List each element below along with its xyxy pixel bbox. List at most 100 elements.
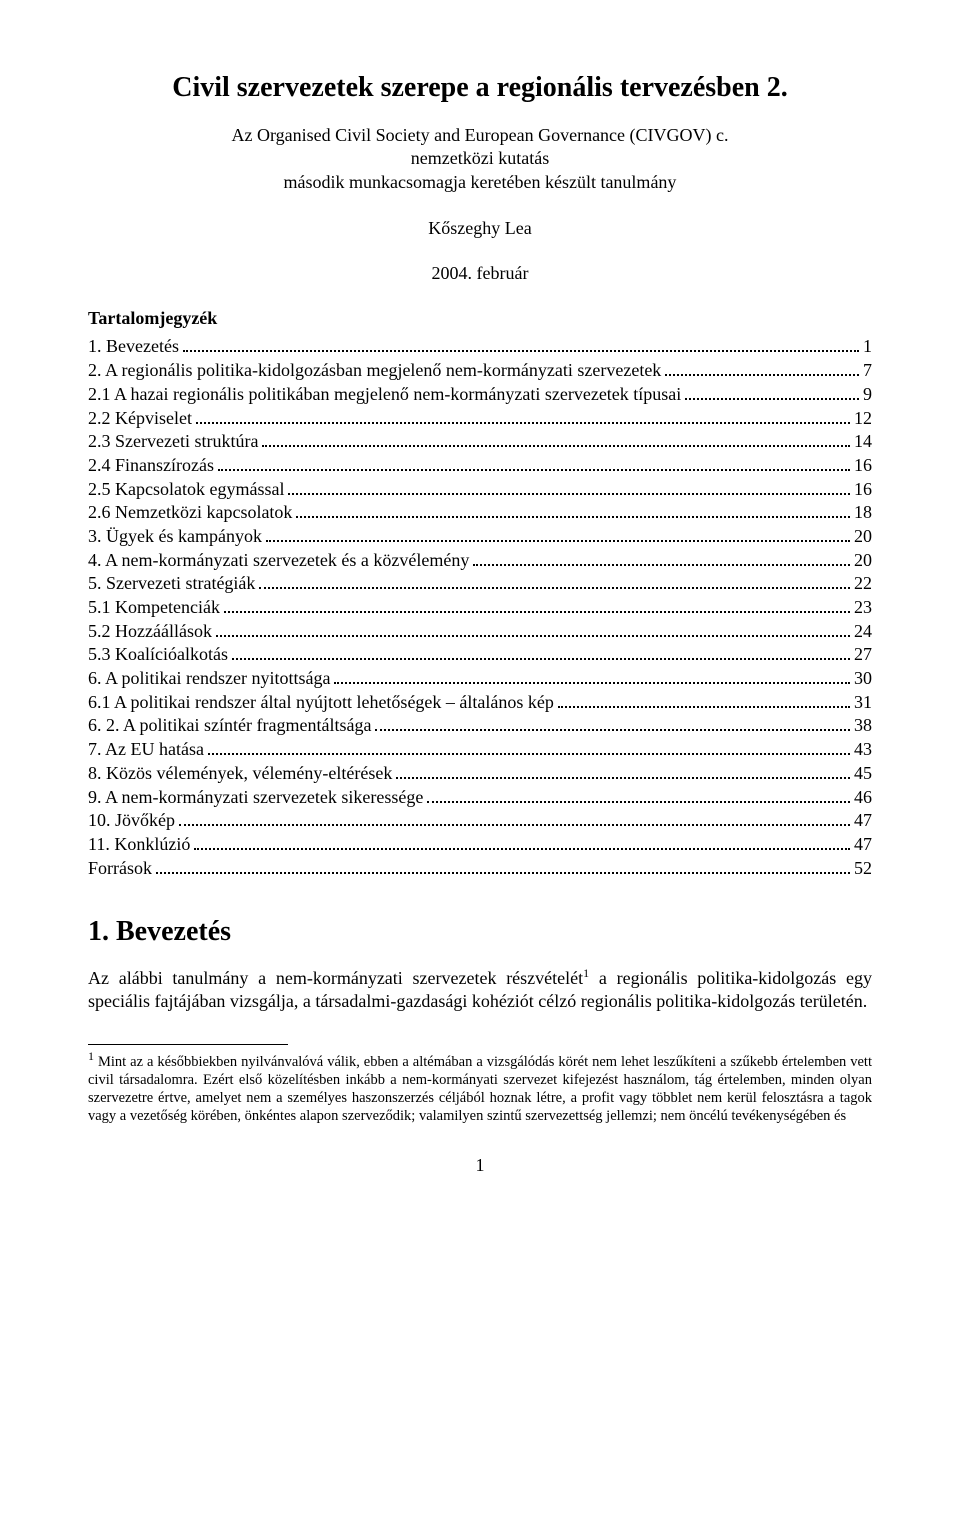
toc-label: 4. A nem-kormányzati szervezetek és a kö…	[88, 549, 469, 572]
toc-page: 1	[863, 335, 872, 358]
toc-leader-dots	[296, 501, 850, 518]
toc-row: 2.5 Kapcsolatok egymással 16	[88, 477, 872, 501]
toc-leader-dots	[665, 359, 859, 376]
footnote-separator	[88, 1044, 288, 1045]
section-heading: 1. Bevezetés	[88, 916, 872, 948]
toc-page: 16	[854, 478, 872, 501]
toc-label: Források	[88, 857, 152, 880]
toc-page: 20	[854, 549, 872, 572]
toc-leader-dots	[259, 572, 850, 589]
toc-row: 3. Ügyek és kampányok 20	[88, 525, 872, 549]
toc-leader-dots	[224, 596, 850, 613]
toc-row: 9. A nem-kormányzati szervezetek sikeres…	[88, 785, 872, 809]
toc-page: 23	[854, 596, 872, 619]
toc-leader-dots	[156, 856, 850, 873]
toc-page: 45	[854, 762, 872, 785]
toc-label: 2.4 Finanszírozás	[88, 454, 214, 477]
toc-page: 16	[854, 454, 872, 477]
toc-page: 43	[854, 738, 872, 761]
toc-row: 10. Jövőkép 47	[88, 809, 872, 833]
toc-heading: Tartalomjegyzék	[88, 308, 872, 329]
subtitle-line-2: nemzetközi kutatás	[411, 148, 549, 168]
toc-page: 7	[863, 359, 872, 382]
toc-page: 12	[854, 407, 872, 430]
toc-row: 2.1 A hazai regionális politikában megje…	[88, 383, 872, 407]
toc-row: 1. Bevezetés 1	[88, 335, 872, 359]
document-date: 2004. február	[88, 263, 872, 284]
toc-row: 2.3 Szervezeti struktúra 14	[88, 430, 872, 454]
toc-page: 24	[854, 620, 872, 643]
toc-row: 6.1 A politikai rendszer által nyújtott …	[88, 690, 872, 714]
toc-label: 11. Konklúzió	[88, 833, 190, 856]
document-title: Civil szervezetek szerepe a regionális t…	[88, 72, 872, 104]
toc-label: 10. Jövőkép	[88, 809, 175, 832]
toc-leader-dots	[216, 619, 850, 636]
toc-label: 7. Az EU hatása	[88, 738, 204, 761]
toc-label: 2.3 Szervezeti struktúra	[88, 430, 258, 453]
toc-label: 6. 2. A politikai színtér fragmentáltság…	[88, 714, 371, 737]
toc-leader-dots	[218, 454, 850, 471]
toc-page: 47	[854, 809, 872, 832]
toc-page: 46	[854, 786, 872, 809]
footnote: 1 Mint az a későbbiekben nyilvánvalóvá v…	[88, 1049, 872, 1125]
toc-row: 2.4 Finanszírozás 16	[88, 454, 872, 478]
toc-row: 5.2 Hozzáállások 24	[88, 619, 872, 643]
toc-page: 22	[854, 572, 872, 595]
toc-leader-dots	[266, 525, 850, 542]
toc-row: 4. A nem-kormányzati szervezetek és a kö…	[88, 548, 872, 572]
toc-leader-dots	[396, 762, 850, 779]
subtitle-line-3: második munkacsomagja keretében készült …	[284, 172, 677, 192]
footnote-text: Mint az a későbbiekben nyilvánvalóvá vál…	[88, 1054, 872, 1124]
toc-row: 5. Szervezeti stratégiák 22	[88, 572, 872, 596]
document-subtitle: Az Organised Civil Society and European …	[88, 124, 872, 194]
toc-leader-dots	[194, 833, 850, 850]
toc-page: 18	[854, 501, 872, 524]
subtitle-line-1: Az Organised Civil Society and European …	[231, 125, 728, 145]
toc-row: 8. Közös vélemények, vélemény-eltérések …	[88, 762, 872, 786]
toc-label: 2. A regionális politika-kidolgozásban m…	[88, 359, 661, 382]
toc-label: 5.2 Hozzáállások	[88, 620, 212, 643]
toc-page: 20	[854, 525, 872, 548]
table-of-contents: 1. Bevezetés 12. A regionális politika-k…	[88, 335, 872, 880]
toc-page: 30	[854, 667, 872, 690]
body-text-before-sup: Az alábbi tanulmány a nem-kormányzati sz…	[88, 968, 583, 988]
toc-label: 2.6 Nemzetközi kapcsolatok	[88, 501, 292, 524]
toc-leader-dots	[179, 809, 850, 826]
toc-row: 11. Konklúzió 47	[88, 833, 872, 857]
toc-row: 5.3 Koalícióalkotás 27	[88, 643, 872, 667]
toc-label: 2.1 A hazai regionális politikában megje…	[88, 383, 681, 406]
toc-leader-dots	[288, 477, 850, 494]
toc-row: 2. A regionális politika-kidolgozásban m…	[88, 359, 872, 383]
toc-label: 2.5 Kapcsolatok egymással	[88, 478, 284, 501]
body-paragraph: Az alábbi tanulmány a nem-kormányzati sz…	[88, 966, 872, 1014]
toc-label: 1. Bevezetés	[88, 335, 179, 358]
document-page: Civil szervezetek szerepe a regionális t…	[0, 0, 960, 1200]
toc-row: 6. A politikai rendszer nyitottsága 30	[88, 667, 872, 691]
toc-page: 14	[854, 430, 872, 453]
toc-row: 2.6 Nemzetközi kapcsolatok 18	[88, 501, 872, 525]
toc-row: 5.1 Kompetenciák 23	[88, 596, 872, 620]
toc-leader-dots	[208, 738, 850, 755]
toc-row: 2.2 Képviselet 12	[88, 406, 872, 430]
toc-leader-dots	[558, 690, 850, 707]
toc-leader-dots	[232, 643, 850, 660]
toc-leader-dots	[473, 548, 850, 565]
toc-leader-dots	[196, 406, 850, 423]
toc-label: 6. A politikai rendszer nyitottsága	[88, 667, 330, 690]
toc-label: 3. Ügyek és kampányok	[88, 525, 262, 548]
toc-leader-dots	[262, 430, 850, 447]
toc-page: 31	[854, 691, 872, 714]
toc-row: 6. 2. A politikai színtér fragmentáltság…	[88, 714, 872, 738]
toc-label: 5.3 Koalícióalkotás	[88, 643, 228, 666]
page-number: 1	[88, 1155, 872, 1176]
document-author: Kőszeghy Lea	[88, 218, 872, 239]
toc-row: Források 52	[88, 856, 872, 880]
toc-label: 8. Közös vélemények, vélemény-eltérések	[88, 762, 392, 785]
toc-page: 27	[854, 643, 872, 666]
toc-label: 2.2 Képviselet	[88, 407, 192, 430]
toc-row: 7. Az EU hatása 43	[88, 738, 872, 762]
toc-label: 5.1 Kompetenciák	[88, 596, 220, 619]
toc-label: 5. Szervezeti stratégiák	[88, 572, 255, 595]
toc-leader-dots	[685, 383, 859, 400]
toc-leader-dots	[334, 667, 850, 684]
